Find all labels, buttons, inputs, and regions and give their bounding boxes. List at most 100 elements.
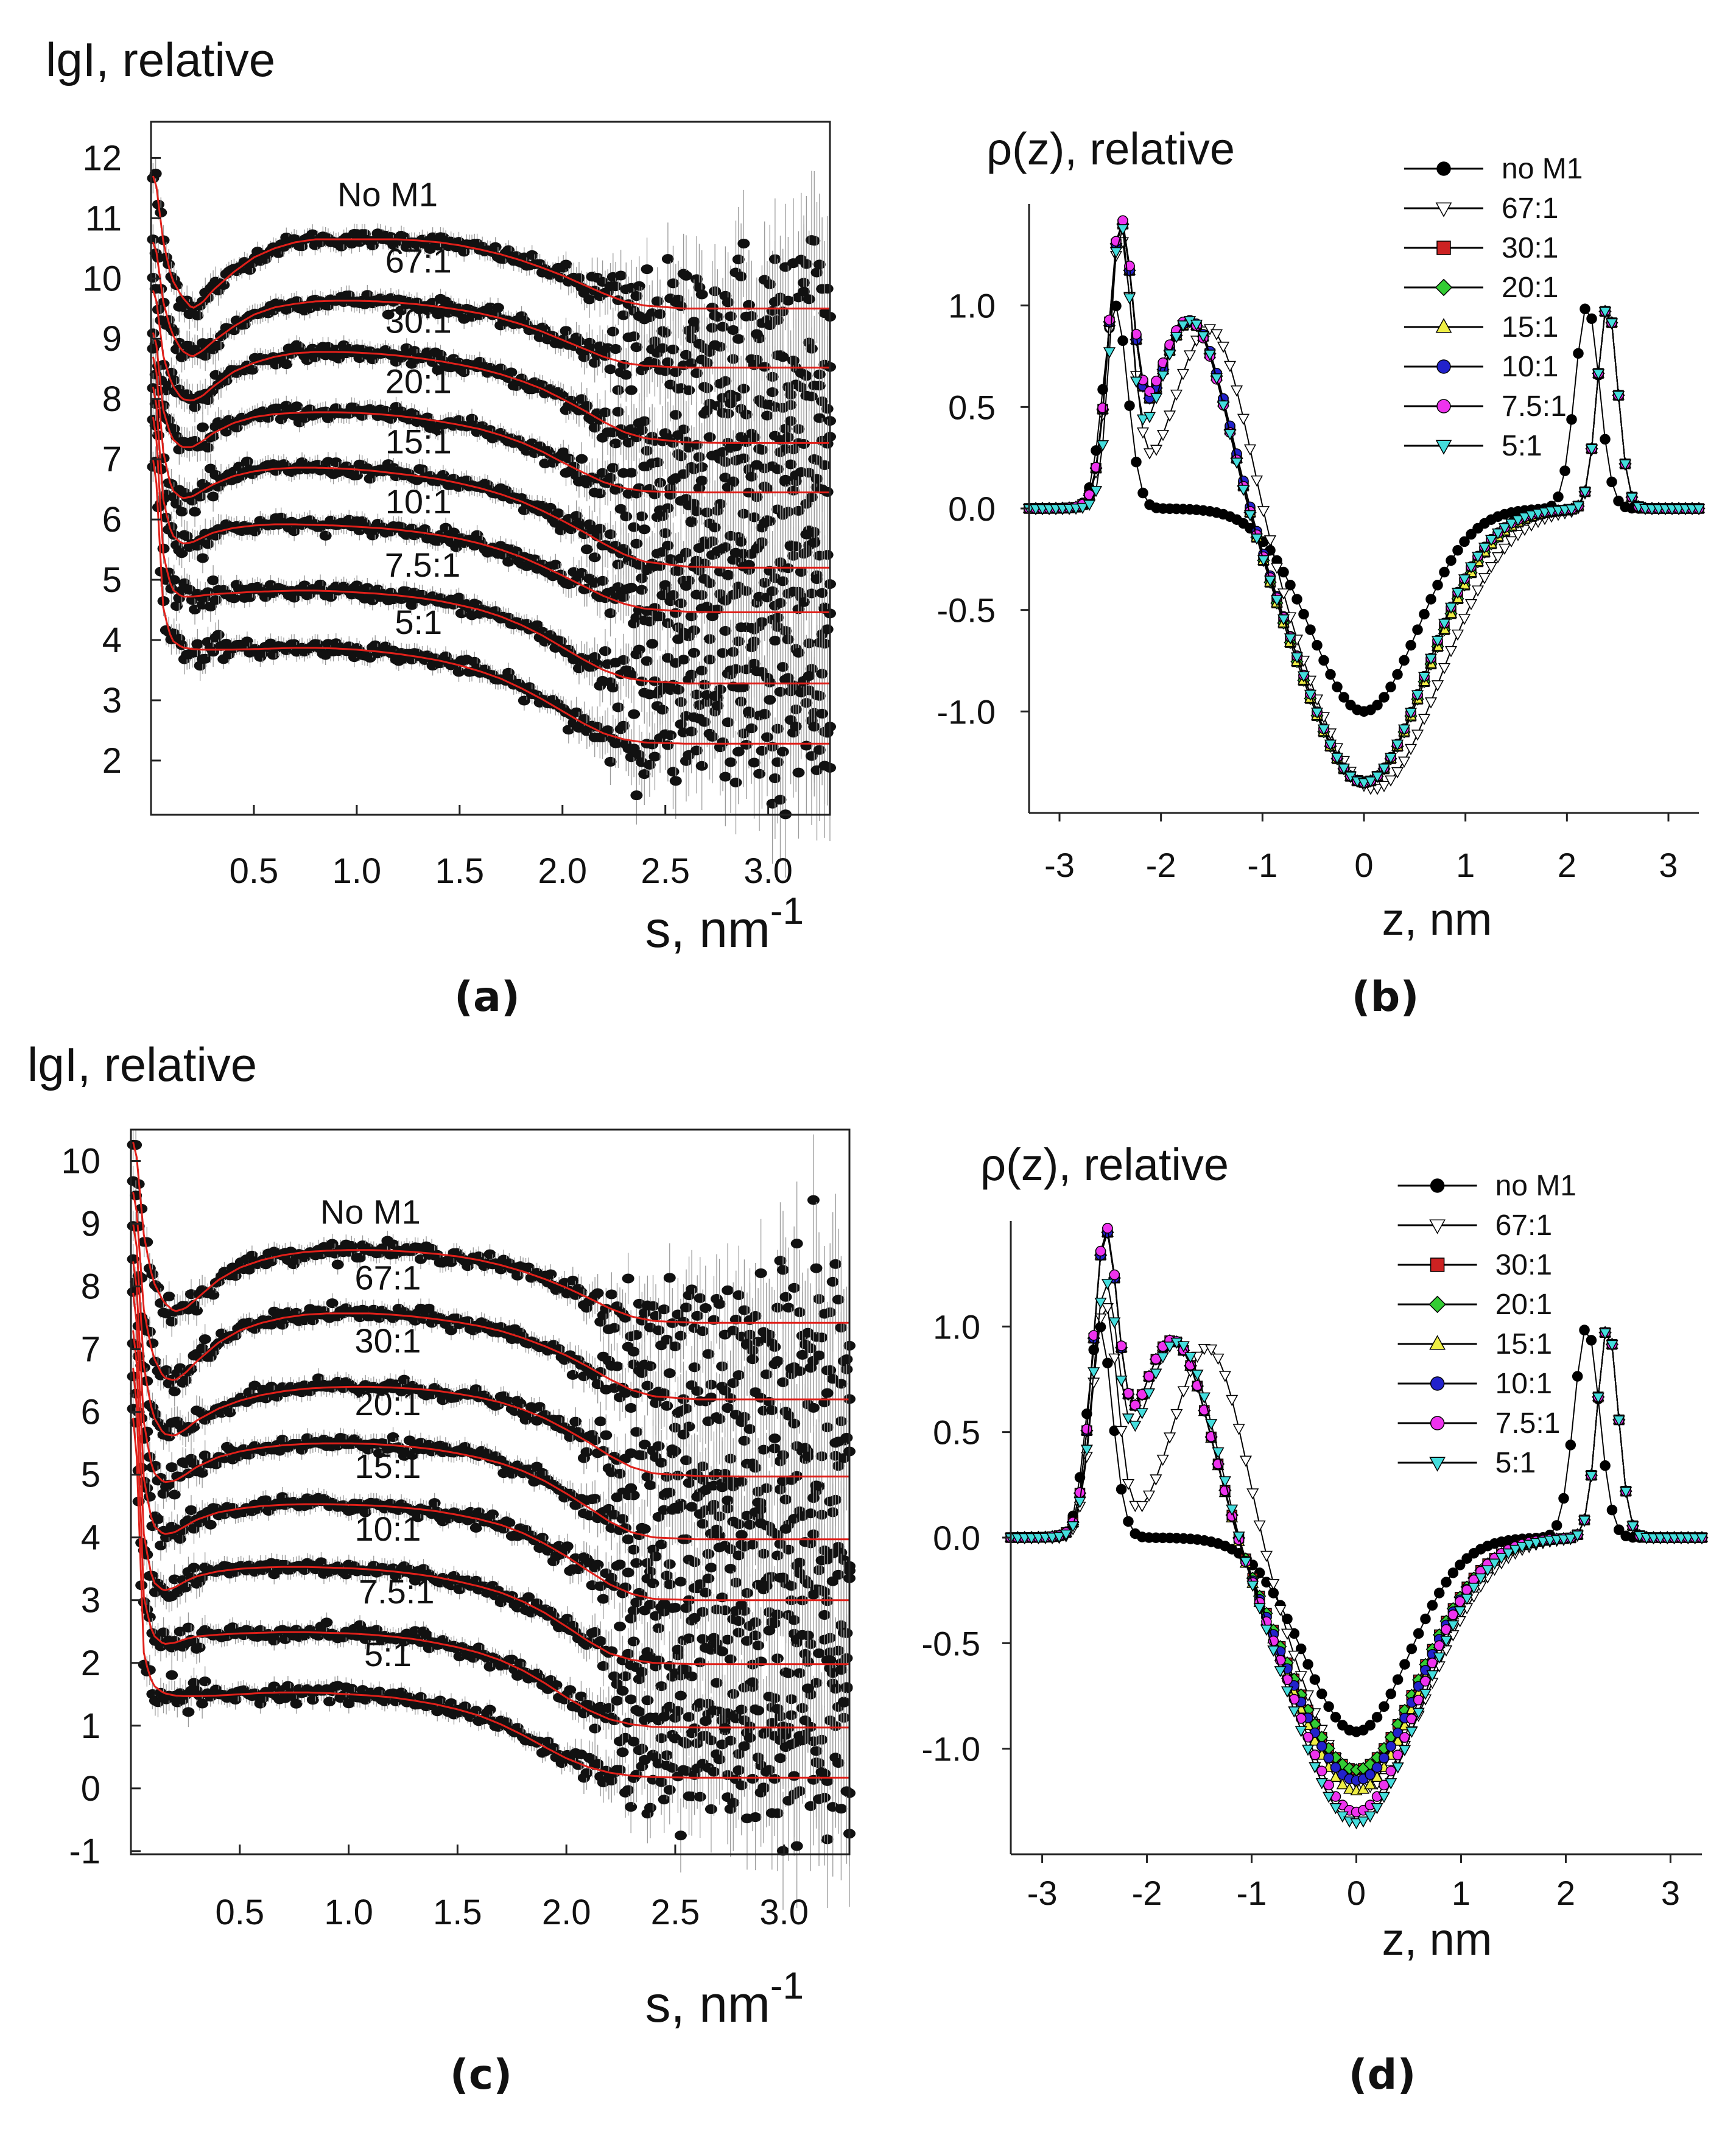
data-point — [630, 538, 643, 549]
data-point — [683, 385, 695, 395]
marker-circle — [1405, 639, 1416, 651]
data-point — [329, 457, 342, 468]
data-point — [677, 469, 690, 479]
data-point — [750, 543, 763, 554]
data-point — [711, 700, 724, 711]
data-point — [821, 624, 834, 635]
data-point — [737, 238, 750, 248]
data-point — [795, 467, 807, 477]
profile-line — [1029, 223, 1699, 784]
data-point — [625, 468, 638, 478]
marker-triangle-down — [1250, 475, 1263, 487]
data-point — [816, 708, 829, 719]
y-tick-label: 10 — [82, 259, 122, 298]
data-point — [748, 512, 761, 522]
data-point — [813, 745, 826, 755]
data-point — [659, 366, 672, 376]
data-point — [189, 402, 202, 412]
data-point — [290, 401, 303, 412]
data-point — [685, 517, 698, 527]
data-point — [612, 702, 625, 712]
data-point — [771, 757, 784, 767]
marker-circle — [1446, 555, 1457, 566]
data-point — [458, 247, 471, 257]
data-point — [805, 588, 818, 599]
marker-triangle-down — [1478, 573, 1491, 585]
data-point — [737, 453, 750, 463]
marker-circle — [1137, 487, 1148, 499]
data-point — [646, 458, 659, 468]
data-point — [196, 422, 209, 432]
data-point — [505, 367, 518, 378]
data-point — [818, 460, 831, 470]
data-point — [787, 356, 799, 366]
data-point — [691, 440, 703, 450]
data-point — [160, 512, 172, 522]
data-point — [735, 536, 748, 547]
data-point — [703, 655, 716, 665]
data-point — [580, 544, 593, 555]
data-point — [729, 547, 742, 558]
data-point — [648, 603, 661, 613]
data-point — [202, 395, 214, 406]
data-point — [732, 334, 745, 344]
data-point — [680, 350, 692, 360]
data-point — [740, 739, 753, 750]
data-point — [687, 648, 700, 658]
profile-line — [1029, 223, 1699, 784]
marker-triangle-down — [1438, 663, 1451, 675]
marker-circle — [1425, 594, 1436, 605]
data-point — [685, 358, 698, 368]
data-point — [691, 274, 703, 284]
marker-circle — [1600, 434, 1611, 445]
marker-triangle-down — [1451, 629, 1464, 641]
data-point — [617, 655, 630, 665]
data-point — [588, 552, 601, 563]
data-point — [664, 730, 677, 740]
data-point — [706, 731, 719, 742]
y-tick-label: 5 — [102, 560, 122, 600]
data-point — [170, 601, 183, 611]
panel-caption: (a) — [454, 973, 520, 1021]
x-tick-label: 1.0 — [332, 851, 382, 891]
data-point — [795, 688, 807, 698]
data-point — [776, 352, 789, 362]
data-point — [693, 339, 706, 349]
marker-triangle-down — [1418, 714, 1431, 725]
y-tick-label: 4 — [102, 621, 122, 660]
data-point — [651, 296, 664, 306]
data-point — [635, 511, 648, 521]
data-point — [691, 689, 703, 700]
data-point — [717, 737, 729, 748]
marker-triangle-down — [1411, 730, 1424, 741]
data-point — [818, 308, 831, 318]
data-point — [813, 550, 826, 561]
marker-triangle-down — [1230, 385, 1243, 397]
data-point — [672, 566, 685, 576]
data-point — [604, 364, 617, 375]
marker-circle — [1385, 681, 1396, 692]
marker-triangle-down — [1103, 347, 1116, 359]
data-point — [800, 529, 813, 540]
data-point — [418, 524, 431, 535]
marker-circle — [1606, 476, 1617, 488]
data-point — [628, 709, 641, 719]
data-point — [617, 720, 630, 731]
data-point — [167, 530, 180, 540]
data-point — [656, 511, 669, 521]
marker-triangle-down — [1170, 389, 1183, 401]
data-point — [525, 250, 538, 260]
data-point — [675, 451, 687, 462]
data-point — [774, 795, 787, 805]
data-point — [207, 575, 220, 585]
data-point — [701, 406, 714, 416]
data-point — [776, 576, 789, 586]
data-point — [672, 684, 685, 695]
y-tick-label: 11 — [85, 199, 122, 238]
marker-circle — [1412, 624, 1423, 635]
y-tick-label: 2 — [102, 741, 122, 781]
marker-circle — [1432, 580, 1443, 591]
data-point — [695, 476, 708, 486]
data-point — [549, 560, 562, 570]
data-point — [191, 311, 204, 321]
